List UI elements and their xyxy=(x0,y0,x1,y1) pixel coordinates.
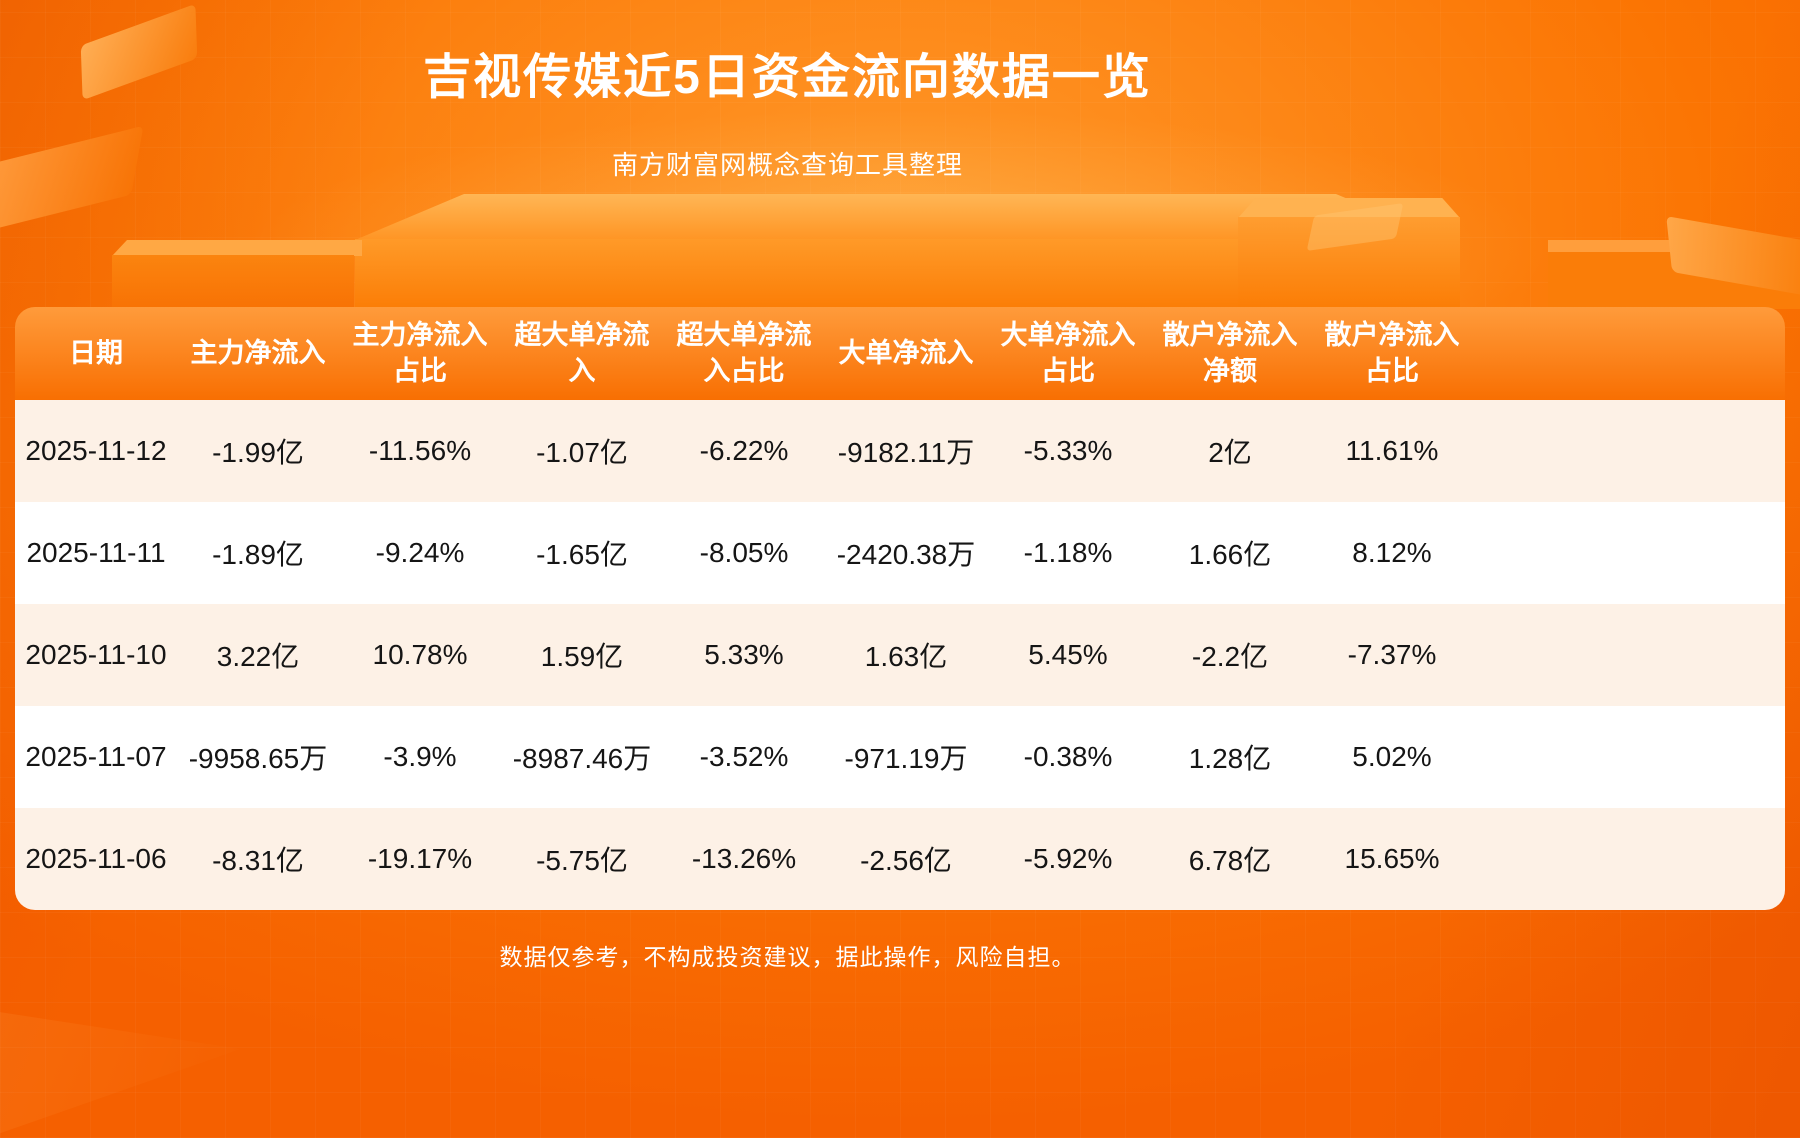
table-cell: 15.65% xyxy=(1344,843,1440,874)
podium-left-step-front-decoration xyxy=(112,255,354,309)
table-cell: -971.19万 xyxy=(844,743,968,774)
column-header-xl-order-net-inflow: 超大单净流 入 xyxy=(514,320,650,386)
table-row: 2025-11-07 -9958.65万 -3.9% -8987.46万 -3.… xyxy=(15,706,1785,808)
table-cell: -5.92% xyxy=(1023,843,1113,874)
column-header-large-order-net-inflow: 大单净流入 xyxy=(838,337,974,368)
table-cell: -1.99亿 xyxy=(212,437,304,468)
table-cell: -5.33% xyxy=(1023,435,1113,466)
table-cell-date: 2025-11-12 xyxy=(25,435,167,466)
table-cell: -9.24% xyxy=(375,537,465,568)
table-cell: 1.28亿 xyxy=(1188,743,1272,774)
table-cell: -1.65亿 xyxy=(536,539,628,570)
table-cell: -9182.11万 xyxy=(837,437,975,468)
table-cell-date: 2025-11-07 xyxy=(25,741,167,772)
table-cell: -1.18% xyxy=(1023,537,1113,568)
column-header-date: 日期 xyxy=(69,337,123,368)
table-cell: 8.12% xyxy=(1352,537,1432,568)
column-header-xl-order-net-inflow-ratio: 超大单净流 入占比 xyxy=(676,320,812,386)
right-platform-top-decoration xyxy=(1548,240,1800,253)
table-cell: -2.2亿 xyxy=(1191,641,1269,672)
table-cell: 6.78亿 xyxy=(1188,845,1272,876)
table-cell: -8.05% xyxy=(699,537,789,568)
table-cell: -9958.65万 xyxy=(188,743,328,774)
table-cell: 10.78% xyxy=(372,639,468,670)
table-cell: 5.33% xyxy=(704,639,784,670)
table-cell: -8987.46万 xyxy=(512,743,652,774)
table-cell-date: 2025-11-06 xyxy=(25,843,167,874)
table-header-row: 日期 主力净流入 主力净流入 占比 超大单净流 入 超大单净流 入占比 大单净流… xyxy=(15,307,1785,400)
column-header-main-net-inflow: 主力净流入 xyxy=(190,337,326,368)
podium-right-step-top-decoration xyxy=(1238,198,1460,218)
table-cell: -2420.38万 xyxy=(836,539,976,570)
table-cell: -3.52% xyxy=(699,741,789,772)
column-header-retail-net-inflow-ratio: 散户净流入 占比 xyxy=(1324,320,1460,386)
table-cell: -7.37% xyxy=(1347,639,1437,670)
table-cell: -0.38% xyxy=(1023,741,1113,772)
table-cell: -13.26% xyxy=(691,843,797,874)
right-platform-front-decoration xyxy=(1548,252,1800,309)
table-cell: 1.59亿 xyxy=(540,641,624,672)
page-subtitle: 南方财富网概念查询工具整理 xyxy=(611,150,963,181)
fund-flow-table: 日期 主力净流入 主力净流入 占比 超大单净流 入 超大单净流 入占比 大单净流… xyxy=(15,307,1785,910)
table-cell: -5.75亿 xyxy=(536,845,628,876)
header-area: 吉视传媒近5日资金流向数据一览 南方财富网概念查询工具整理 xyxy=(0,0,1575,182)
column-header-retail-net-inflow: 散户净流入 净额 xyxy=(1162,320,1298,386)
table-cell-date: 2025-11-10 xyxy=(25,639,167,670)
column-header-large-order-net-inflow-ratio: 大单净流入 占比 xyxy=(1000,320,1136,386)
page-title: 吉视传媒近5日资金流向数据一览 xyxy=(423,51,1152,104)
table-cell: -19.17% xyxy=(367,843,473,874)
podium-right-step-front-decoration xyxy=(1238,217,1460,309)
podium-front-face-decoration xyxy=(355,239,1445,309)
table-cell: -8.31亿 xyxy=(212,845,304,876)
table-cell: 1.63亿 xyxy=(864,641,948,672)
table-cell: 11.61% xyxy=(1345,435,1439,466)
right-edge-shard-decoration xyxy=(1666,216,1800,298)
right-glossy-shard-decoration xyxy=(1306,203,1404,251)
podium-left-step-top-decoration xyxy=(112,240,362,256)
table-row: 2025-11-12 -1.99亿 -11.56% -1.07亿 -6.22% … xyxy=(15,400,1785,502)
table-row: 2025-11-10 3.22亿 10.78% 1.59亿 5.33% 1.63… xyxy=(15,604,1785,706)
table-cell: 3.22亿 xyxy=(216,641,300,672)
table-cell: 5.45% xyxy=(1028,639,1108,670)
podium-top-face-decoration xyxy=(355,194,1445,240)
table-cell: 5.02% xyxy=(1352,741,1432,772)
table-cell-date: 2025-11-11 xyxy=(26,537,166,568)
bottom-left-shard-decoration xyxy=(0,960,249,1138)
table-cell: -3.9% xyxy=(383,741,457,772)
table-cell: -1.89亿 xyxy=(212,539,304,570)
table-cell: -11.56% xyxy=(368,435,472,466)
table-cell: 1.66亿 xyxy=(1188,539,1272,570)
table-cell: -1.07亿 xyxy=(536,437,628,468)
column-header-main-net-inflow-ratio: 主力净流入 占比 xyxy=(352,320,488,386)
disclaimer-text: 数据仅参考，不构成投资建议，据此操作，风险自担。 xyxy=(499,944,1076,970)
table-cell: 2亿 xyxy=(1208,437,1252,468)
table-cell: -2.56亿 xyxy=(860,845,952,876)
table-row: 2025-11-11 -1.89亿 -9.24% -1.65亿 -8.05% -… xyxy=(15,502,1785,604)
table-cell: -6.22% xyxy=(699,435,789,466)
table-row: 2025-11-06 -8.31亿 -19.17% -5.75亿 -13.26%… xyxy=(15,808,1785,910)
